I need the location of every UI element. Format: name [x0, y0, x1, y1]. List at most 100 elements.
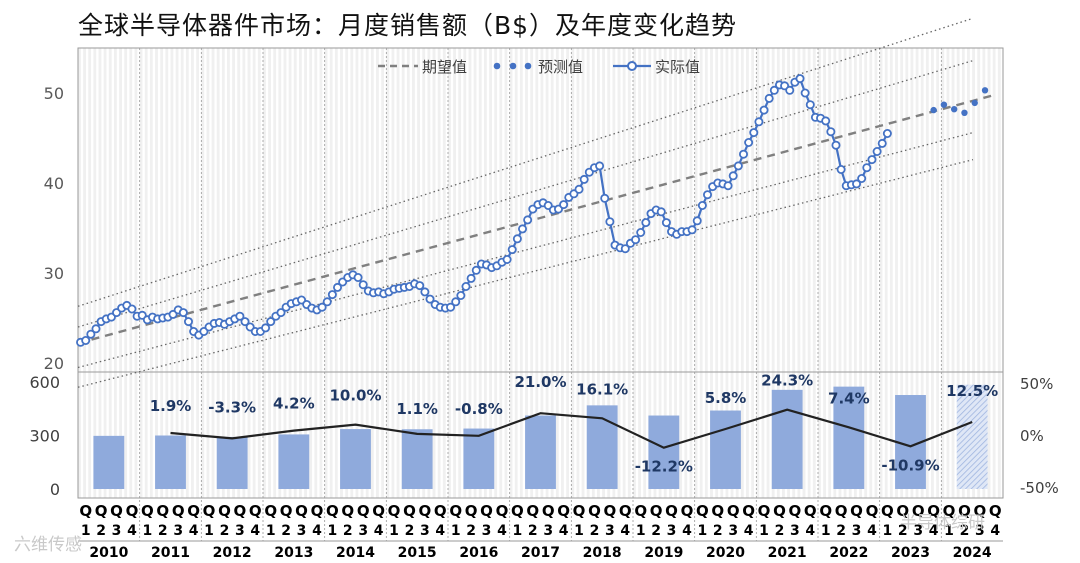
quarter-letter: Q [295, 502, 308, 520]
change-label: -12.2% [635, 458, 693, 476]
month-stripe [406, 48, 410, 498]
quarter-number: 3 [667, 523, 677, 539]
month-stripe [88, 48, 92, 498]
month-stripe [925, 48, 929, 498]
month-stripe [730, 48, 734, 498]
annual-bar [93, 435, 125, 489]
month-stripe [992, 48, 996, 498]
actual-point [502, 254, 512, 264]
actual-point [420, 287, 430, 297]
month-stripe [93, 48, 97, 498]
month-stripe [232, 48, 235, 498]
month-stripe [247, 48, 251, 498]
month-stripe [879, 48, 883, 498]
actual-point [764, 93, 774, 103]
legend-expected-label: 期望值 [422, 58, 467, 76]
quarter-letter: Q [372, 502, 385, 520]
actual-point [805, 100, 815, 110]
actual-point [692, 216, 702, 226]
month-stripe [499, 48, 503, 498]
month-stripe [746, 48, 749, 498]
month-stripe [853, 48, 857, 498]
quarter-number: 2 [220, 523, 230, 539]
quarter-letter: Q [110, 502, 123, 520]
quarter-number: 3 [852, 523, 862, 539]
month-stripe [103, 48, 107, 498]
actual-point [728, 171, 738, 181]
quarter-number: 2 [466, 523, 476, 539]
month-stripe [391, 48, 395, 498]
actual-point [687, 225, 697, 235]
month-stripe [509, 48, 513, 498]
quarter-number: 3 [358, 523, 368, 539]
month-stripe [483, 48, 487, 498]
actual-point [559, 200, 569, 210]
annual-bar [463, 428, 495, 489]
actual-point [703, 190, 713, 200]
month-stripe [910, 48, 914, 498]
actual-point [266, 317, 276, 327]
month-stripe [874, 48, 878, 498]
year-label: 2016 [459, 545, 498, 561]
month-stripe [412, 48, 415, 498]
quarter-number: 2 [898, 523, 908, 539]
quarter-letter: Q [634, 502, 647, 520]
year-label: 2018 [583, 545, 622, 561]
annual-bar [710, 410, 741, 489]
month-stripe [108, 48, 112, 498]
legend-forecast-dot [493, 62, 501, 70]
quarter-number: 1 [883, 523, 893, 539]
month-stripe [900, 48, 904, 498]
month-stripe [555, 48, 559, 498]
month-stripe [504, 48, 508, 498]
month-stripe [442, 48, 446, 498]
month-stripe [283, 48, 287, 498]
month-stripe [370, 48, 374, 498]
actual-point [882, 128, 892, 138]
month-stripe [329, 48, 333, 498]
month-stripe [663, 48, 667, 498]
month-stripe [448, 48, 451, 498]
quarter-number: 1 [574, 523, 584, 539]
year-label: 2019 [644, 545, 683, 561]
quarter-letter: Q [156, 502, 169, 520]
quarter-number: 1 [389, 523, 399, 539]
quarter-letter: Q [233, 502, 246, 520]
month-stripe [401, 48, 405, 498]
month-stripe [905, 48, 909, 498]
legend: 期望值 预测值 实际值 [378, 58, 700, 76]
forecast-point [950, 106, 958, 113]
month-stripe [812, 48, 816, 498]
month-stripe [828, 48, 832, 498]
month-stripe [684, 48, 688, 498]
month-stripe [227, 48, 230, 498]
month-stripe [155, 48, 158, 498]
month-stripe [915, 48, 919, 498]
annual-bar [155, 435, 186, 489]
month-stripe [787, 48, 790, 498]
quarter-number: 3 [420, 523, 430, 539]
month-stripe [386, 48, 390, 498]
forecast-point [930, 106, 937, 114]
month-stripe [699, 48, 703, 498]
quarter-number: 1 [451, 523, 461, 539]
actual-point [425, 294, 435, 304]
month-stripe [149, 48, 153, 498]
month-stripe [627, 48, 631, 498]
month-stripe [617, 48, 621, 498]
month-stripe [113, 48, 117, 498]
quarter-letter: Q [850, 502, 863, 520]
month-stripe [761, 48, 765, 498]
month-stripe [237, 48, 241, 498]
month-stripe [807, 48, 811, 498]
month-stripe [468, 48, 472, 498]
bar-y-tick-label: 0 [50, 480, 60, 499]
month-stripe [566, 48, 570, 498]
actual-point [821, 116, 831, 126]
month-stripe [674, 48, 677, 498]
month-stripe [571, 48, 575, 498]
change-label: -3.3% [208, 398, 256, 416]
month-stripe [776, 48, 780, 498]
quarter-letter: Q [573, 502, 586, 520]
month-stripe [720, 48, 724, 498]
